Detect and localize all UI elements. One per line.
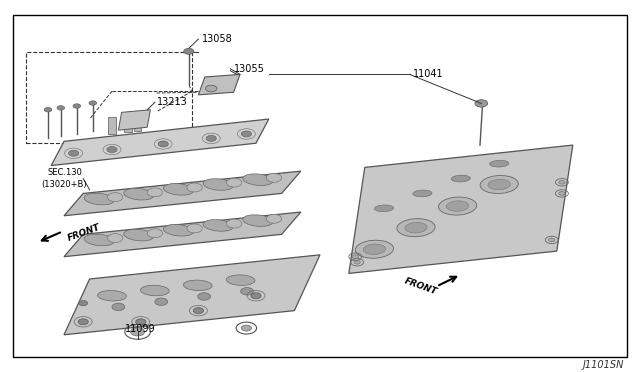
- Ellipse shape: [405, 222, 427, 233]
- Circle shape: [79, 301, 88, 306]
- Ellipse shape: [163, 183, 194, 195]
- Circle shape: [548, 238, 555, 242]
- Ellipse shape: [374, 205, 394, 212]
- Text: 13213: 13213: [157, 97, 188, 107]
- Polygon shape: [198, 74, 240, 95]
- Circle shape: [147, 229, 163, 238]
- Circle shape: [184, 48, 194, 54]
- Bar: [124, 115, 132, 132]
- Ellipse shape: [203, 179, 234, 190]
- Circle shape: [108, 193, 123, 202]
- Text: 11099: 11099: [125, 324, 156, 334]
- Ellipse shape: [84, 193, 115, 205]
- Bar: [108, 117, 116, 134]
- Ellipse shape: [413, 190, 432, 197]
- Circle shape: [559, 180, 565, 184]
- Circle shape: [155, 298, 168, 305]
- Circle shape: [475, 100, 488, 107]
- Circle shape: [198, 293, 211, 300]
- Circle shape: [559, 192, 565, 195]
- Circle shape: [354, 260, 360, 264]
- Circle shape: [78, 319, 88, 325]
- Ellipse shape: [243, 215, 273, 227]
- Text: J1101SN: J1101SN: [582, 360, 624, 370]
- Text: (13020+B): (13020+B): [42, 180, 87, 189]
- Circle shape: [241, 325, 252, 331]
- Circle shape: [136, 319, 146, 325]
- Text: 13058: 13058: [202, 34, 232, 44]
- Circle shape: [251, 293, 261, 299]
- Circle shape: [147, 188, 163, 197]
- Text: FRONT: FRONT: [66, 222, 101, 243]
- Circle shape: [227, 219, 242, 228]
- Polygon shape: [64, 212, 301, 257]
- Ellipse shape: [141, 285, 169, 296]
- Polygon shape: [118, 110, 150, 130]
- Circle shape: [131, 328, 145, 336]
- Circle shape: [193, 308, 204, 314]
- Circle shape: [73, 104, 81, 108]
- Ellipse shape: [447, 201, 468, 211]
- Circle shape: [241, 131, 252, 137]
- Ellipse shape: [438, 197, 477, 215]
- Circle shape: [112, 303, 125, 311]
- Ellipse shape: [184, 280, 212, 291]
- Bar: [26, 52, 192, 143]
- Text: SEC.130: SEC.130: [48, 169, 83, 177]
- Circle shape: [187, 183, 202, 192]
- Ellipse shape: [480, 176, 518, 193]
- Ellipse shape: [451, 175, 470, 182]
- Ellipse shape: [397, 219, 435, 237]
- Ellipse shape: [163, 224, 194, 236]
- Circle shape: [108, 234, 123, 243]
- Circle shape: [266, 173, 282, 182]
- Polygon shape: [64, 171, 301, 216]
- Circle shape: [68, 150, 79, 156]
- Ellipse shape: [124, 229, 154, 241]
- Polygon shape: [349, 145, 573, 273]
- Circle shape: [352, 255, 358, 259]
- Bar: [134, 114, 141, 131]
- Circle shape: [57, 106, 65, 110]
- Circle shape: [206, 135, 216, 141]
- Circle shape: [107, 147, 117, 153]
- Ellipse shape: [98, 291, 126, 301]
- Text: 11041: 11041: [413, 70, 444, 79]
- Circle shape: [44, 108, 52, 112]
- Circle shape: [187, 224, 202, 233]
- Polygon shape: [51, 119, 269, 166]
- Ellipse shape: [488, 179, 510, 190]
- Ellipse shape: [364, 244, 385, 254]
- Circle shape: [266, 214, 282, 223]
- Polygon shape: [64, 255, 320, 335]
- Ellipse shape: [84, 234, 115, 246]
- Text: 13055: 13055: [234, 64, 264, 74]
- Circle shape: [89, 101, 97, 105]
- Circle shape: [205, 85, 217, 92]
- Text: FRONT: FRONT: [403, 276, 438, 296]
- Ellipse shape: [227, 275, 255, 285]
- Ellipse shape: [124, 188, 154, 200]
- Circle shape: [227, 178, 242, 187]
- Ellipse shape: [243, 174, 273, 186]
- Ellipse shape: [203, 219, 234, 231]
- Circle shape: [241, 288, 253, 295]
- Circle shape: [158, 141, 168, 147]
- Ellipse shape: [490, 160, 509, 167]
- Ellipse shape: [355, 240, 394, 258]
